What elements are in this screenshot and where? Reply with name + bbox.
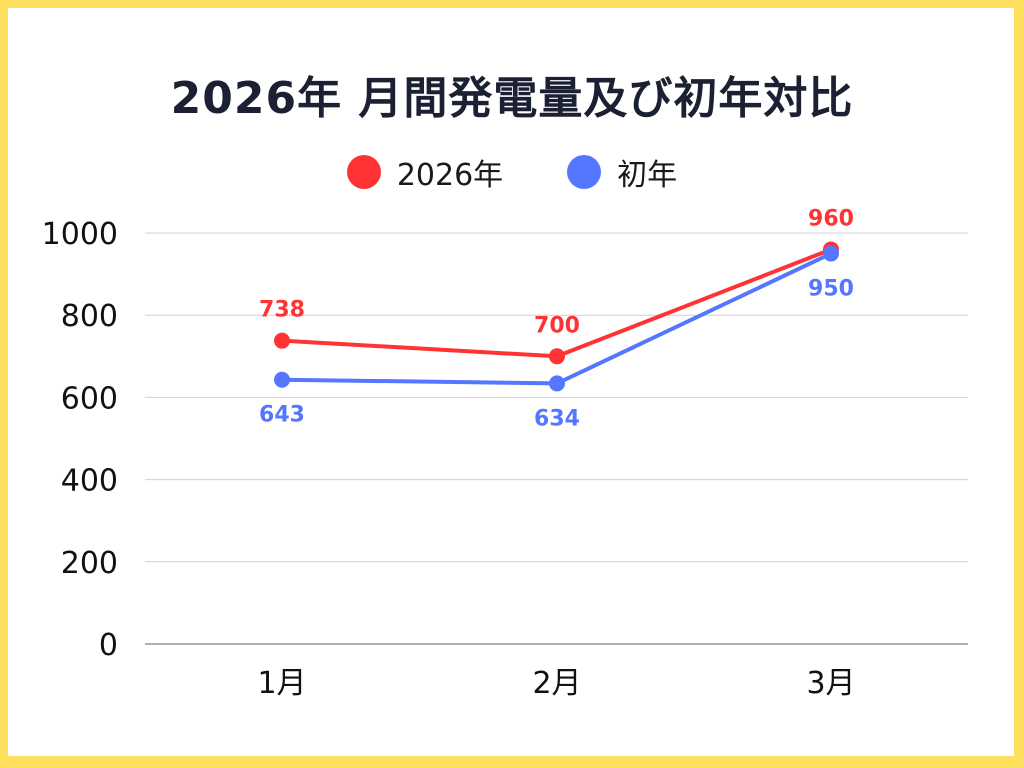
y-tick-label: 1000 bbox=[42, 217, 118, 252]
data-labels: 738 700 960 643 634 950 bbox=[259, 206, 854, 431]
data-label: 950 bbox=[808, 277, 854, 302]
y-axis: 0 200 400 600 800 1000 bbox=[42, 217, 118, 663]
y-tick-label: 600 bbox=[61, 381, 118, 416]
data-label: 960 bbox=[808, 206, 854, 231]
data-label: 643 bbox=[259, 403, 305, 428]
legend-marker-first-year bbox=[567, 155, 602, 189]
data-label: 634 bbox=[534, 406, 580, 431]
x-tick-label: 1月 bbox=[257, 666, 306, 701]
legend-item-2026[interactable]: 2026年 bbox=[346, 150, 504, 194]
data-point[interactable] bbox=[549, 375, 565, 392]
series-line-0 bbox=[281, 247, 832, 359]
gridlines bbox=[145, 232, 968, 645]
x-tick-label: 2月 bbox=[532, 666, 581, 701]
y-tick-label: 400 bbox=[61, 464, 118, 499]
data-point[interactable] bbox=[274, 332, 290, 349]
data-label: 700 bbox=[534, 313, 580, 338]
data-point[interactable] bbox=[274, 371, 290, 388]
data-label: 738 bbox=[259, 298, 305, 323]
chart-title: 2026年 月間発電量及び初年対比 bbox=[170, 73, 854, 124]
data-point[interactable] bbox=[549, 348, 565, 365]
legend-item-first-year[interactable]: 初年 bbox=[567, 150, 677, 194]
legend-marker-2026 bbox=[346, 155, 381, 189]
series-lines bbox=[274, 241, 839, 392]
legend-label-2026: 2026年 bbox=[396, 158, 504, 193]
x-axis: 1月 2月 3月 bbox=[257, 666, 855, 701]
data-point[interactable] bbox=[823, 245, 839, 262]
legend-label-first-year: 初年 bbox=[617, 158, 678, 193]
y-tick-label: 800 bbox=[61, 299, 118, 334]
y-tick-label: 0 bbox=[99, 628, 118, 663]
chart-legend: 2026年 初年 bbox=[0, 150, 1024, 194]
y-tick-label: 200 bbox=[61, 546, 118, 581]
x-tick-label: 3月 bbox=[806, 666, 855, 701]
